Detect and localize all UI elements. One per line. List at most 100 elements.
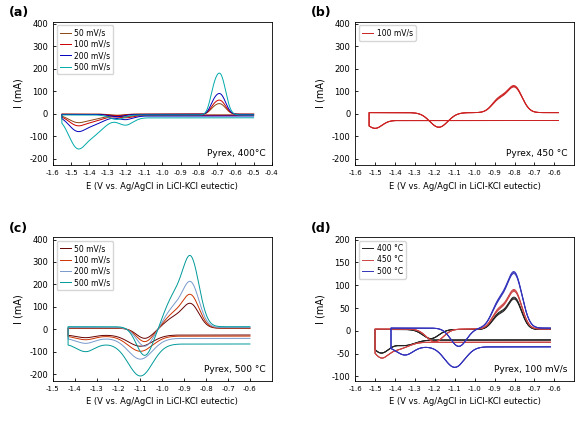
Text: (d): (d) xyxy=(311,222,332,235)
200 mV/s xyxy=(247,336,254,341)
400 °C xyxy=(438,330,445,336)
450 °C xyxy=(547,339,554,345)
Line: 200 mV/s: 200 mV/s xyxy=(62,94,254,132)
200 mV/s xyxy=(134,337,141,343)
100 mV/s xyxy=(555,110,562,115)
200 mV/s xyxy=(216,91,223,96)
200 mV/s xyxy=(77,129,84,134)
50 mV/s xyxy=(216,101,223,106)
50 mV/s xyxy=(247,333,254,338)
500 °C xyxy=(510,271,517,276)
200 mV/s xyxy=(131,112,138,117)
100 mV/s xyxy=(77,123,84,128)
200 mV/s xyxy=(63,112,70,117)
Line: 100 mV/s: 100 mV/s xyxy=(68,294,250,351)
100 mV/s xyxy=(510,84,517,90)
50 mV/s xyxy=(247,326,254,331)
50 mV/s xyxy=(250,112,257,117)
450 °C xyxy=(376,326,383,332)
100 mV/s xyxy=(81,337,88,343)
200 mV/s xyxy=(137,356,144,362)
100 mV/s xyxy=(226,109,233,114)
100 mV/s xyxy=(181,333,188,339)
450 °C xyxy=(379,355,386,361)
Line: 50 mV/s: 50 mV/s xyxy=(62,103,254,123)
100 mV/s xyxy=(216,97,223,103)
50 mV/s xyxy=(243,112,250,117)
400 °C xyxy=(510,297,517,302)
Line: 100 mV/s: 100 mV/s xyxy=(62,100,254,126)
50 mV/s xyxy=(182,112,189,117)
X-axis label: E (V vs. Ag/AgCl in LiCl-KCl eutectic): E (V vs. Ag/AgCl in LiCl-KCl eutectic) xyxy=(389,397,541,407)
100 mV/s xyxy=(250,112,257,117)
500 °C xyxy=(547,344,554,349)
200 mV/s xyxy=(181,336,188,341)
500 °C xyxy=(527,320,534,325)
Line: 500 °C: 500 °C xyxy=(391,274,550,367)
50 mV/s xyxy=(63,111,70,116)
100 mV/s xyxy=(487,118,494,123)
100 mV/s xyxy=(555,118,562,123)
500 °C xyxy=(451,365,458,370)
500 mV/s xyxy=(77,146,84,152)
400 °C xyxy=(484,337,491,343)
200 mV/s xyxy=(243,113,250,119)
X-axis label: E (V vs. Ag/AgCl in LiCl-KCl eutectic): E (V vs. Ag/AgCl in LiCl-KCl eutectic) xyxy=(86,182,239,191)
450 °C xyxy=(510,289,517,294)
50 mV/s xyxy=(81,335,88,340)
Text: Pyrex, 500 °C: Pyrex, 500 °C xyxy=(204,365,265,374)
50 mV/s xyxy=(76,120,83,125)
500 mV/s xyxy=(63,112,70,117)
50 mV/s xyxy=(137,344,144,349)
100 mV/s xyxy=(247,333,254,339)
Text: Pyrex, 100 mV/s: Pyrex, 100 mV/s xyxy=(495,365,568,374)
Legend: 50 mV/s, 100 mV/s, 200 mV/s, 500 mV/s: 50 mV/s, 100 mV/s, 200 mV/s, 500 mV/s xyxy=(57,241,114,290)
100 mV/s xyxy=(247,326,254,331)
450 °C xyxy=(484,339,491,345)
50 mV/s xyxy=(186,301,193,306)
400 °C xyxy=(547,327,554,332)
Y-axis label: I (mA): I (mA) xyxy=(13,294,23,324)
50 mV/s xyxy=(77,120,84,125)
100 mV/s xyxy=(63,112,70,117)
Y-axis label: I (mA): I (mA) xyxy=(316,294,326,324)
50 mV/s xyxy=(226,109,233,114)
400 °C xyxy=(389,345,396,350)
500 mV/s xyxy=(81,349,88,354)
50 mV/s xyxy=(240,333,247,338)
450 °C xyxy=(540,339,547,345)
500 mV/s xyxy=(131,113,138,118)
Text: Pyrex, 400°C: Pyrex, 400°C xyxy=(207,149,265,158)
500 mV/s xyxy=(247,324,254,329)
Line: 400 °C: 400 °C xyxy=(375,299,550,353)
500 mV/s xyxy=(216,71,223,76)
400 °C xyxy=(376,327,383,332)
500 °C xyxy=(403,352,410,358)
200 mV/s xyxy=(250,113,257,119)
100 mV/s xyxy=(240,333,247,339)
500 mV/s xyxy=(182,115,189,120)
Line: 200 mV/s: 200 mV/s xyxy=(68,281,250,359)
500 mV/s xyxy=(247,341,254,346)
200 mV/s xyxy=(247,325,254,330)
450 °C xyxy=(524,320,532,326)
100 mV/s xyxy=(531,109,538,114)
X-axis label: E (V vs. Ag/AgCl in LiCl-KCl eutectic): E (V vs. Ag/AgCl in LiCl-KCl eutectic) xyxy=(86,397,239,407)
100 mV/s xyxy=(243,113,250,118)
500 °C xyxy=(547,326,554,331)
X-axis label: E (V vs. Ag/AgCl in LiCl-KCl eutectic): E (V vs. Ag/AgCl in LiCl-KCl eutectic) xyxy=(389,182,541,191)
500 mV/s xyxy=(137,373,144,378)
Line: 100 mV/s: 100 mV/s xyxy=(369,87,558,128)
500 mV/s xyxy=(240,341,247,346)
500 mV/s xyxy=(181,341,188,346)
200 mV/s xyxy=(76,129,83,134)
Line: 450 °C: 450 °C xyxy=(375,291,550,358)
100 mV/s xyxy=(182,113,189,118)
200 mV/s xyxy=(250,112,257,117)
500 °C xyxy=(448,337,455,343)
Legend: 100 mV/s: 100 mV/s xyxy=(359,26,415,41)
200 mV/s xyxy=(186,279,193,284)
500 mV/s xyxy=(76,146,83,152)
500 mV/s xyxy=(186,253,193,258)
100 mV/s xyxy=(437,124,444,129)
